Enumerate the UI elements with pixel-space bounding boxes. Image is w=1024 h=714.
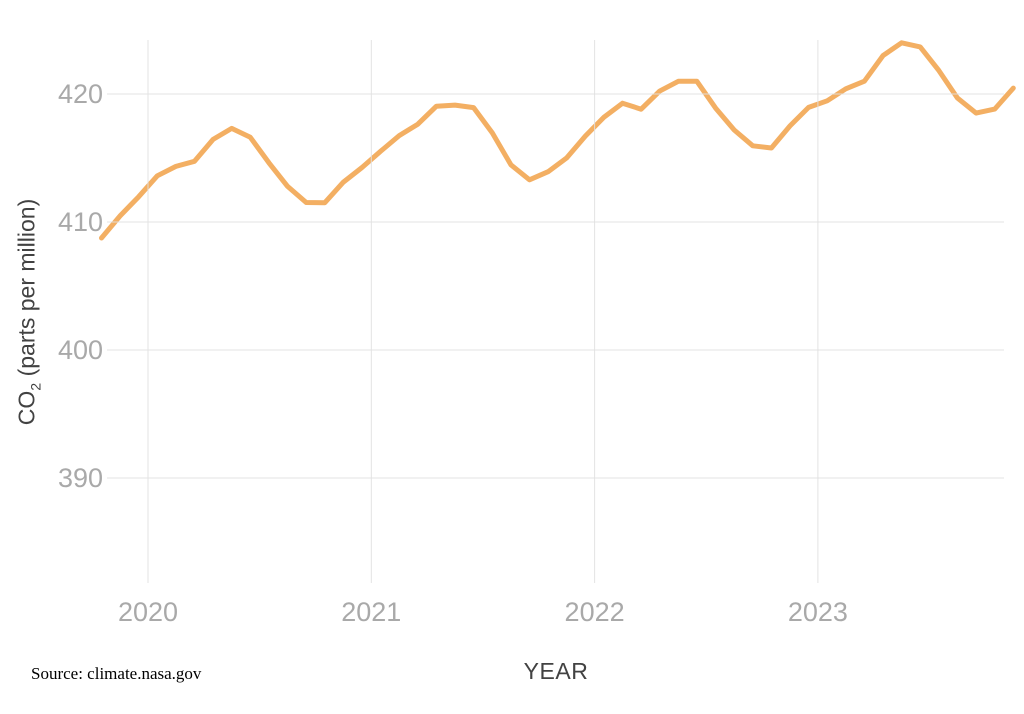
x-tick-label-2023: 2023 xyxy=(787,597,848,627)
y-tick-label-410: 410 xyxy=(57,207,103,237)
y-axis-title-subscript: 2 xyxy=(28,382,45,391)
x-tick-label-2020: 2020 xyxy=(117,597,179,627)
y-axis-title-suffix: (parts per million) xyxy=(13,198,40,383)
y-tick-label-390: 390 xyxy=(57,463,103,493)
y-tick-label-400: 400 xyxy=(57,335,103,365)
x-tick-label-2022: 2022 xyxy=(564,597,625,627)
y-tick-label-420: 420 xyxy=(57,79,103,109)
source-note: Source: climate.nasa.gov xyxy=(31,664,202,683)
x-axis-title: YEAR xyxy=(523,658,589,684)
co2-series-layer xyxy=(99,40,1016,241)
y-axis-title-prefix: CO xyxy=(13,390,40,426)
x-tick-label-2021: 2021 xyxy=(341,597,402,627)
co2-trend-line xyxy=(99,40,1016,241)
y-axis-title: CO2 (parts per million) xyxy=(14,199,45,425)
gridlines-layer xyxy=(107,40,1004,583)
